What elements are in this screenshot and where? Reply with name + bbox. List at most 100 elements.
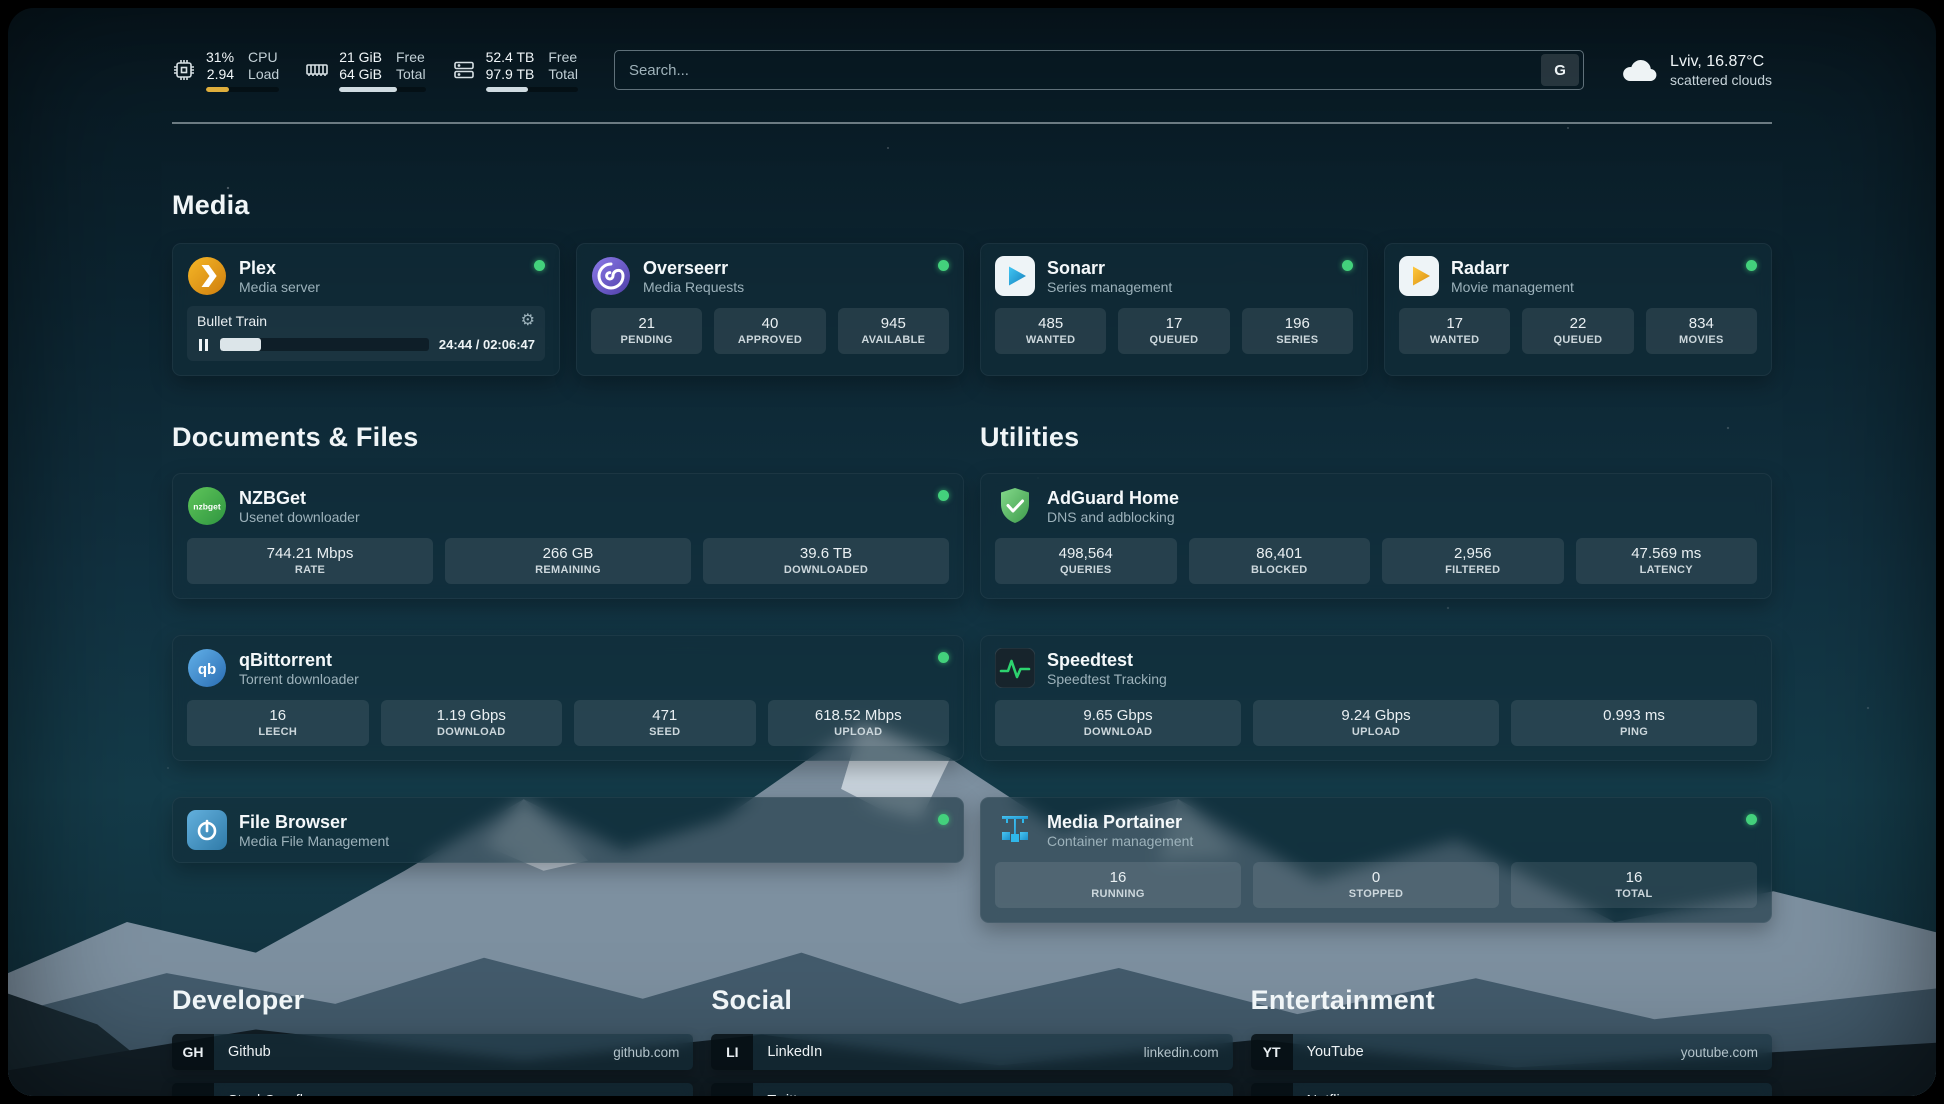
stat-running: 16 RUNNING (995, 862, 1241, 908)
service-card-adguard[interactable]: AdGuard Home DNS and adblocking 498,564 Q… (980, 473, 1772, 599)
bookmark-name: Netflix (1307, 1093, 1347, 1096)
filebrowser-icon (187, 810, 227, 850)
bookmark-url: linkedin.com (1143, 1044, 1219, 1060)
service-card-speedtest[interactable]: Speedtest Speedtest Tracking 9.65 Gbps DO… (980, 635, 1772, 761)
bookmark-name: YouTube (1306, 1044, 1364, 1060)
bookmark-abbr: NF (1250, 1083, 1293, 1096)
memory-icon (306, 64, 328, 76)
service-name: File Browser (239, 811, 348, 832)
section-media: Media Plex Media server (172, 190, 1772, 376)
documents-section-title: Documents & Files (172, 422, 419, 452)
adguard-shield-icon (1001, 488, 1029, 523)
bookmark-linkedin[interactable]: LI LinkedIn linkedin.com (711, 1034, 1233, 1070)
bookmark-url: github.com (613, 1044, 680, 1060)
stat-download: 1.19 Gbps DOWNLOAD (380, 700, 562, 746)
service-subtitle: Speedtest Tracking (1047, 670, 1167, 687)
bookmark-abbr: LI (711, 1034, 754, 1070)
memory-free-label: Free (396, 48, 425, 65)
status-dot (534, 260, 545, 271)
cpu-widget: 31% CPU 2.94 Load (172, 48, 280, 92)
stat-leech: 16 LEECH (187, 700, 369, 746)
section-documents: Documents & Files nzbget NZBGet Usenet d… (172, 422, 964, 923)
service-card-radarr[interactable]: Radarr Movie management 17 WANTED 22 QUEUE… (1384, 243, 1772, 376)
bookmark-stackoverflow[interactable]: SO StackOverflow stackoverflow.com (172, 1083, 694, 1096)
speedtest-icon (995, 648, 1035, 688)
service-name: Speedtest (1047, 649, 1134, 670)
bookmark-abbr: YT (1250, 1034, 1293, 1070)
utilities-section-title: Utilities (980, 422, 1080, 452)
service-name: Overseerr (643, 257, 729, 278)
memory-widget: 21 GiB Free 64 GiB Total (305, 48, 426, 92)
stat-pending: 21 PENDING (591, 308, 703, 354)
stat-latency: 47.569 ms LATENCY (1575, 538, 1757, 584)
disk-progress-bar (485, 86, 578, 92)
cpu-load-value: 2.94 (206, 65, 235, 82)
service-card-plex[interactable]: Plex Media server Bullet Train ⚙ (172, 243, 560, 376)
svg-text:nzbget: nzbget (193, 502, 221, 512)
radarr-icon (1399, 256, 1439, 296)
stat-remaining: 266 GB REMAINING (445, 538, 691, 584)
stat-seed: 471 SEED (574, 700, 756, 746)
service-name: Sonarr (1047, 257, 1106, 278)
service-name: AdGuard Home (1047, 487, 1180, 508)
stat-wanted: 485 WANTED (995, 308, 1107, 354)
stat-total: 16 TOTAL (1511, 862, 1757, 908)
stat-wanted: 17 WANTED (1399, 308, 1511, 354)
portainer-icon (1002, 816, 1028, 842)
stat-rate: 744.21 Mbps RATE (187, 538, 433, 584)
service-subtitle: Movie management (1451, 278, 1574, 295)
stat-downloaded: 39.6 TB DOWNLOADED (703, 538, 949, 584)
service-subtitle: Usenet downloader (239, 508, 360, 525)
service-name: NZBGet (239, 487, 306, 508)
search-input[interactable] (614, 61, 1542, 79)
bookmark-netflix[interactable]: NF Netflix netflix.com (1250, 1083, 1772, 1097)
bookmark-url: netflix.com (1693, 1094, 1758, 1097)
status-dot (938, 814, 949, 825)
stat-download: 9.65 Gbps DOWNLOAD (995, 700, 1241, 746)
service-card-portainer[interactable]: Media Portainer Container management 16 R… (980, 797, 1772, 923)
bookmark-url: youtube.com (1680, 1044, 1758, 1060)
settings-gear-icon[interactable]: ⚙ (520, 312, 535, 329)
pause-icon[interactable] (197, 338, 210, 352)
search-provider-button[interactable]: G (1541, 54, 1580, 86)
service-card-sonarr[interactable]: Sonarr Series management 485 WANTED 17 QUE… (980, 243, 1368, 376)
service-name: qBittorrent (239, 649, 332, 670)
nzbget-icon: nzbget (188, 487, 226, 525)
service-name: Media Portainer (1047, 811, 1183, 832)
header-divider (172, 122, 1772, 124)
disk-free-label: Free (548, 48, 578, 65)
bookmark-name: Twitter (767, 1093, 810, 1096)
playback-time: 24:44 / 02:06:47 (438, 337, 535, 352)
weather-condition: scattered clouds (1670, 71, 1772, 88)
disk-total-value: 97.9 TB (485, 65, 535, 82)
bookmark-url: twitter.com (1154, 1094, 1219, 1097)
status-dot (1746, 260, 1757, 271)
stat-ping: 0.993 ms PING (1511, 700, 1757, 746)
svg-text:qb: qb (198, 661, 216, 678)
stat-approved: 40 APPROVED (714, 308, 826, 354)
now-playing-title: Bullet Train (197, 313, 268, 329)
overseerr-icon (592, 257, 630, 295)
cpu-load-label: Load (248, 65, 280, 82)
bookmark-youtube[interactable]: YT YouTube youtube.com (1250, 1034, 1772, 1070)
status-dot (1746, 814, 1757, 825)
stat-queued: 22 QUEUED (1522, 308, 1634, 354)
bookmark-github[interactable]: GH Github github.com (172, 1034, 694, 1070)
dashboard-screen: 31% CPU 2.94 Load 21 GiB Free 64 GiB Tot… (8, 8, 1936, 1096)
service-subtitle: Series management (1047, 278, 1173, 295)
service-subtitle: Media server (239, 278, 320, 295)
service-card-qbittorrent[interactable]: qb qBittorrent Torrent downloader 16 LEEC… (172, 635, 964, 761)
cpu-usage-label: CPU (248, 48, 278, 65)
status-dot (1342, 260, 1353, 271)
service-card-overseerr[interactable]: Overseerr Media Requests 21 PENDING 40 APP… (576, 243, 964, 376)
service-card-nzbget[interactable]: nzbget NZBGet Usenet downloader 744.21 M… (172, 473, 964, 599)
bookmark-group-developer: Developer GH Github github.com SO StackOv… (172, 985, 694, 1096)
playback-progress-bar[interactable] (220, 338, 429, 351)
disk-free-value: 52.4 TB (485, 48, 535, 65)
service-card-filebrowser[interactable]: File Browser Media File Management (172, 797, 964, 863)
bookmark-twitter[interactable]: TW Twitter twitter.com (711, 1083, 1233, 1097)
status-dot (938, 490, 949, 501)
service-subtitle: Media Requests (643, 278, 745, 295)
service-subtitle: Torrent downloader (239, 670, 359, 687)
cloud-icon (1623, 60, 1657, 82)
